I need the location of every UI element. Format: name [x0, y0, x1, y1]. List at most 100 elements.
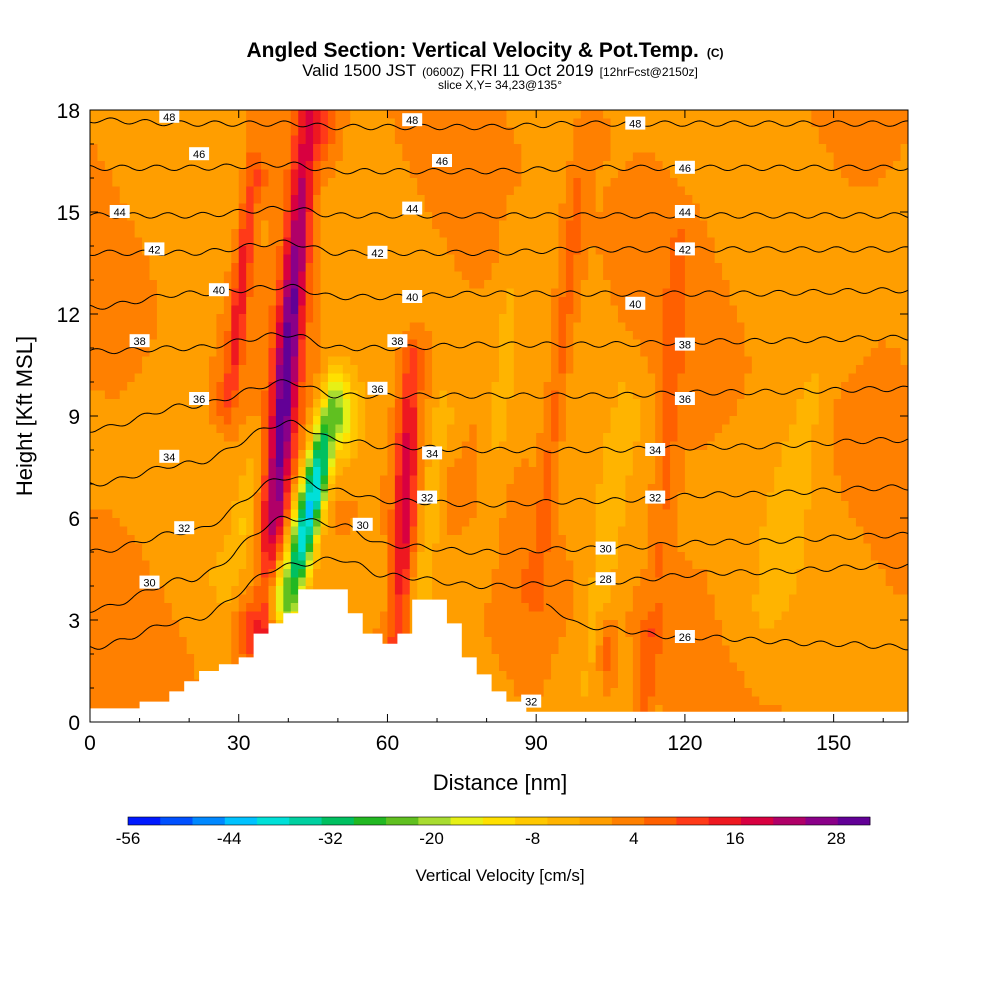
- velocity-cell: [766, 212, 775, 222]
- velocity-cell: [603, 424, 612, 434]
- velocity-cell: [722, 271, 731, 281]
- velocity-cell: [261, 484, 270, 494]
- velocity-cell: [603, 399, 612, 409]
- velocity-cell: [194, 348, 203, 358]
- velocity-cell: [127, 348, 136, 358]
- velocity-cell: [848, 424, 857, 434]
- velocity-cell: [774, 297, 783, 307]
- velocity-cell: [134, 297, 143, 307]
- velocity-cell: [394, 178, 403, 188]
- velocity-cell: [439, 348, 448, 358]
- velocity-cell: [528, 144, 537, 154]
- velocity-cell: [655, 407, 664, 417]
- velocity-cell: [811, 424, 820, 434]
- velocity-cell: [491, 237, 500, 247]
- velocity-cell: [246, 450, 255, 460]
- velocity-cell: [246, 373, 255, 383]
- velocity-cell: [833, 475, 842, 485]
- velocity-cell: [536, 178, 545, 188]
- velocity-cell: [394, 305, 403, 315]
- velocity-cell: [513, 399, 522, 409]
- velocity-cell: [432, 229, 441, 239]
- velocity-cell: [885, 246, 894, 256]
- velocity-cell: [424, 373, 433, 383]
- velocity-cell: [97, 458, 106, 468]
- velocity-cell: [327, 110, 336, 120]
- velocity-cell: [186, 118, 195, 128]
- velocity-cell: [885, 390, 894, 400]
- velocity-cell: [573, 220, 582, 230]
- velocity-cell: [290, 237, 299, 247]
- velocity-cell: [707, 475, 716, 485]
- velocity-cell: [878, 305, 887, 315]
- velocity-cell: [818, 263, 827, 273]
- velocity-cell: [670, 254, 679, 264]
- velocity-cell: [699, 424, 708, 434]
- velocity-cell: [796, 178, 805, 188]
- velocity-cell: [461, 467, 470, 477]
- velocity-cell: [640, 373, 649, 383]
- velocity-cell: [394, 382, 403, 392]
- velocity-cell: [97, 220, 106, 230]
- velocity-cell: [90, 416, 99, 426]
- velocity-cell: [90, 271, 99, 281]
- velocity-cell: [506, 161, 515, 171]
- velocity-cell: [216, 356, 225, 366]
- velocity-cell: [261, 229, 270, 239]
- velocity-cell: [558, 212, 567, 222]
- velocity-cell: [424, 382, 433, 392]
- velocity-cell: [417, 220, 426, 230]
- velocity-cell: [722, 263, 731, 273]
- velocity-cell: [350, 169, 359, 179]
- velocity-cell: [506, 484, 515, 494]
- velocity-cell: [164, 467, 173, 477]
- velocity-cell: [484, 195, 493, 205]
- velocity-cell: [551, 297, 560, 307]
- velocity-cell: [692, 382, 701, 392]
- velocity-cell: [885, 484, 894, 494]
- velocity-cell: [692, 450, 701, 460]
- velocity-cell: [342, 110, 351, 120]
- velocity-cell: [818, 390, 827, 400]
- velocity-cell: [714, 203, 723, 213]
- velocity-cell: [327, 424, 336, 434]
- velocity-cell: [261, 305, 270, 315]
- velocity-cell: [684, 229, 693, 239]
- velocity-cell: [216, 348, 225, 358]
- velocity-cell: [261, 127, 270, 137]
- velocity-cell: [290, 390, 299, 400]
- velocity-cell: [127, 416, 136, 426]
- velocity-cell: [194, 484, 203, 494]
- velocity-cell: [863, 161, 872, 171]
- velocity-cell: [142, 492, 151, 502]
- velocity-cell: [238, 271, 247, 281]
- velocity-cell: [387, 373, 396, 383]
- velocity-cell: [469, 365, 478, 375]
- velocity-cell: [781, 195, 790, 205]
- velocity-cell: [298, 348, 307, 358]
- velocity-cell: [179, 203, 188, 213]
- velocity-cell: [432, 399, 441, 409]
- velocity-cell: [625, 424, 634, 434]
- velocity-cell: [409, 373, 418, 383]
- velocity-cell: [417, 161, 426, 171]
- velocity-cell: [365, 373, 374, 383]
- velocity-cell: [231, 322, 240, 332]
- velocity-cell: [543, 169, 552, 179]
- velocity-cell: [499, 161, 508, 171]
- velocity-cell: [439, 144, 448, 154]
- velocity-cell: [588, 365, 597, 375]
- velocity-cell: [543, 118, 552, 128]
- velocity-cell: [156, 169, 165, 179]
- velocity-cell: [142, 135, 151, 145]
- velocity-cell: [365, 433, 374, 443]
- velocity-cell: [90, 348, 99, 358]
- velocity-cell: [617, 263, 627, 273]
- velocity-cell: [692, 365, 701, 375]
- velocity-cell: [655, 365, 664, 375]
- velocity-cell: [699, 220, 708, 230]
- velocity-cell: [595, 254, 604, 264]
- velocity-cell: [469, 254, 478, 264]
- velocity-cell: [729, 484, 738, 494]
- velocity-cell: [580, 186, 589, 196]
